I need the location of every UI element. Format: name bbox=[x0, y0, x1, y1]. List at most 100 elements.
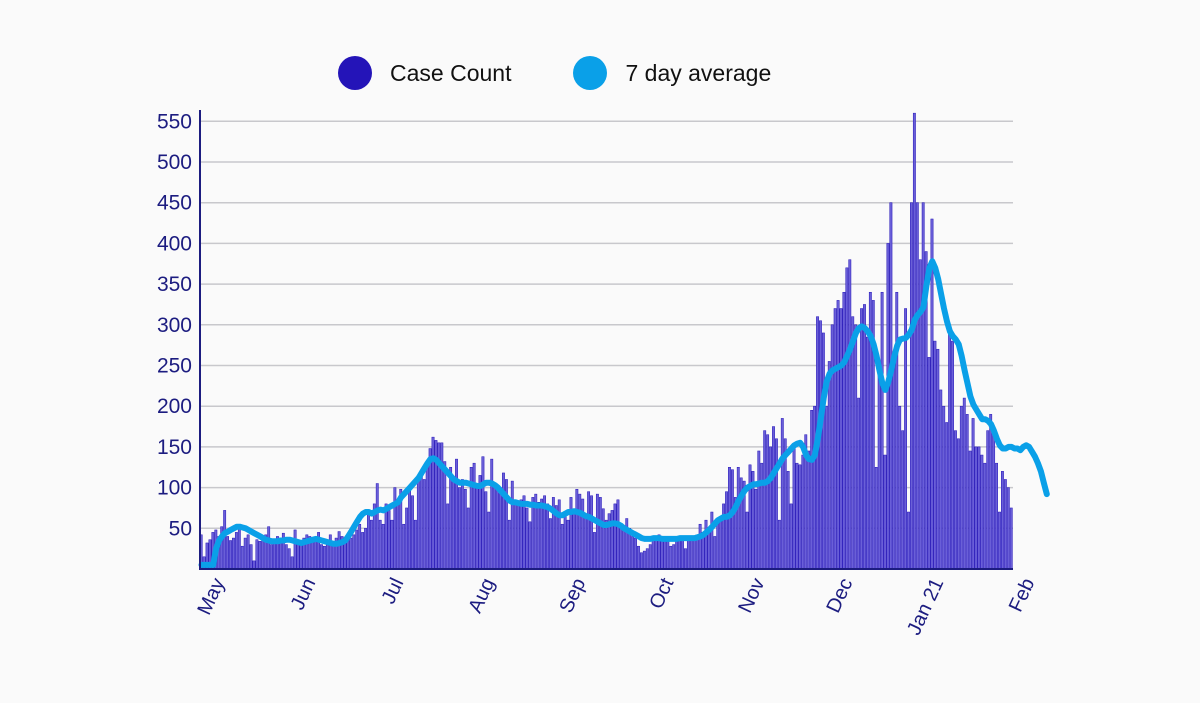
case-count-bar[interactable] bbox=[284, 544, 288, 570]
case-count-bar[interactable] bbox=[352, 534, 356, 570]
case-count-bar[interactable] bbox=[337, 531, 341, 570]
case-count-bar[interactable] bbox=[223, 510, 227, 570]
case-count-bar[interactable] bbox=[860, 308, 863, 570]
case-count-bar[interactable] bbox=[651, 540, 655, 570]
case-count-bar[interactable] bbox=[678, 537, 681, 570]
case-count-bar[interactable] bbox=[722, 503, 726, 570]
case-count-bar[interactable] bbox=[951, 340, 954, 570]
case-count-bar[interactable] bbox=[232, 537, 235, 570]
case-count-bar[interactable] bbox=[472, 462, 476, 570]
case-count-bar[interactable] bbox=[537, 502, 541, 570]
case-count-bar[interactable] bbox=[995, 462, 998, 570]
case-count-bar[interactable] bbox=[408, 487, 411, 570]
case-count-bar[interactable] bbox=[378, 519, 382, 570]
case-count-bar[interactable] bbox=[252, 560, 256, 570]
case-count-bar[interactable] bbox=[381, 523, 385, 570]
case-count-bar[interactable] bbox=[640, 552, 643, 570]
case-count-bar[interactable] bbox=[954, 430, 957, 570]
case-count-bar[interactable] bbox=[986, 430, 990, 570]
case-count-bar[interactable] bbox=[396, 499, 400, 570]
case-count-bar[interactable] bbox=[240, 545, 244, 570]
case-count-bar[interactable] bbox=[393, 487, 397, 570]
case-count-bar[interactable] bbox=[466, 507, 470, 570]
case-count-bar[interactable] bbox=[320, 544, 323, 570]
case-count-bar[interactable] bbox=[557, 499, 561, 570]
case-count-bar[interactable] bbox=[945, 422, 949, 570]
case-count-bar[interactable] bbox=[933, 340, 937, 570]
case-count-bar[interactable] bbox=[507, 519, 511, 570]
case-count-bar[interactable] bbox=[387, 510, 391, 570]
case-count-bar[interactable] bbox=[601, 508, 605, 570]
case-count-bar[interactable] bbox=[904, 308, 907, 570]
case-count-bar[interactable] bbox=[528, 521, 532, 570]
case-count-bar[interactable] bbox=[296, 544, 300, 570]
case-count-bar[interactable] bbox=[525, 507, 529, 570]
case-count-bar[interactable] bbox=[813, 405, 817, 570]
case-count-bar[interactable] bbox=[355, 529, 359, 570]
case-count-bar[interactable] bbox=[364, 528, 367, 570]
case-count-bar[interactable] bbox=[936, 348, 940, 570]
case-count-bar[interactable] bbox=[622, 528, 626, 570]
case-count-bar[interactable] bbox=[367, 511, 370, 570]
case-count-bar[interactable] bbox=[792, 446, 796, 570]
case-count-bar[interactable] bbox=[566, 519, 570, 570]
case-count-bar[interactable] bbox=[390, 519, 394, 570]
case-count-bar[interactable] bbox=[775, 438, 778, 570]
case-count-bar[interactable] bbox=[692, 539, 696, 570]
case-count-bar[interactable] bbox=[763, 430, 767, 570]
case-count-bar[interactable] bbox=[443, 461, 447, 570]
case-count-bar[interactable] bbox=[889, 202, 893, 570]
case-count-bar[interactable] bbox=[754, 488, 758, 570]
case-count-bar[interactable] bbox=[713, 536, 717, 570]
case-count-bar[interactable] bbox=[845, 267, 849, 570]
case-count-bar[interactable] bbox=[798, 464, 802, 570]
case-count-bar[interactable] bbox=[977, 446, 981, 570]
case-count-bar[interactable] bbox=[287, 548, 291, 570]
case-count-bar[interactable] bbox=[927, 357, 931, 570]
case-count-bar[interactable] bbox=[827, 361, 831, 570]
case-count-bar[interactable] bbox=[234, 532, 238, 570]
case-count-bar[interactable] bbox=[428, 448, 432, 570]
case-count-bar[interactable] bbox=[637, 545, 640, 570]
case-count-bar[interactable] bbox=[839, 308, 843, 570]
case-count-bar[interactable] bbox=[481, 456, 485, 570]
case-count-bar[interactable] bbox=[883, 454, 887, 570]
case-count-bar[interactable] bbox=[458, 487, 461, 570]
case-count-bar[interactable] bbox=[273, 540, 276, 570]
case-count-bar[interactable] bbox=[1009, 507, 1013, 570]
case-count-bar[interactable] bbox=[569, 497, 573, 570]
case-count-bar[interactable] bbox=[572, 508, 576, 570]
case-count-bar[interactable] bbox=[616, 499, 620, 570]
legend-item-7-day-average[interactable]: 7 day average bbox=[573, 56, 771, 90]
case-count-bar[interactable] bbox=[836, 300, 840, 570]
case-count-bar[interactable] bbox=[948, 332, 952, 570]
case-count-bar[interactable] bbox=[877, 361, 881, 570]
case-count-bar[interactable] bbox=[255, 539, 259, 570]
case-count-bar[interactable] bbox=[631, 536, 635, 570]
case-count-bar[interactable] bbox=[361, 532, 365, 570]
case-count-bar[interactable] bbox=[258, 541, 262, 570]
case-count-bar[interactable] bbox=[968, 450, 972, 570]
case-count-bar[interactable] bbox=[460, 479, 464, 570]
case-count-bar[interactable] bbox=[854, 324, 858, 570]
case-count-bar[interactable] bbox=[998, 511, 1001, 570]
case-count-bar[interactable] bbox=[349, 537, 353, 570]
case-count-bar[interactable] bbox=[267, 526, 271, 570]
case-count-bar[interactable] bbox=[519, 499, 523, 570]
case-count-bar[interactable] bbox=[546, 503, 549, 570]
case-count-bar[interactable] bbox=[769, 446, 772, 570]
case-count-bar[interactable] bbox=[730, 469, 734, 570]
case-count-bar[interactable] bbox=[446, 503, 450, 570]
case-count-bar[interactable] bbox=[698, 523, 702, 570]
case-count-bar[interactable] bbox=[710, 511, 714, 570]
case-count-bar[interactable] bbox=[830, 324, 834, 570]
legend-item-case-count[interactable]: Case Count bbox=[338, 56, 511, 90]
case-count-bar[interactable] bbox=[863, 304, 866, 570]
case-count-bar[interactable] bbox=[499, 487, 502, 570]
case-count-bar[interactable] bbox=[757, 450, 761, 570]
case-count-bar[interactable] bbox=[912, 112, 916, 570]
case-count-bar[interactable] bbox=[422, 479, 426, 570]
case-count-bar[interactable] bbox=[384, 503, 388, 570]
case-count-bar[interactable] bbox=[915, 202, 919, 570]
case-count-bar[interactable] bbox=[716, 518, 720, 570]
